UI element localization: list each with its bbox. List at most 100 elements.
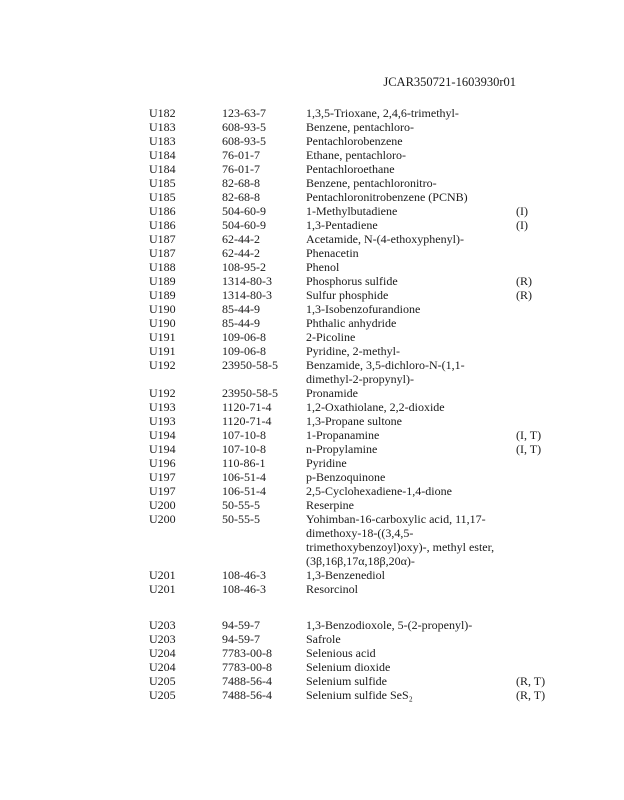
substance-name: Pentachloronitrobenzene (PCNB)	[306, 190, 506, 204]
cas-number: 106-51-4	[222, 470, 266, 484]
cas-number: 7783-00-8	[222, 660, 272, 674]
substance-name: 1,3-Benzodioxole, 5-(2-propenyl)-	[306, 618, 506, 632]
cas-number: 23950-58-5	[222, 358, 278, 372]
substance-name-line: p-Benzoquinone	[306, 470, 386, 484]
cas-number: 62-44-2	[222, 232, 260, 246]
substance-name: n-Propylamine	[306, 442, 506, 456]
waste-code: U187	[149, 246, 176, 260]
hazard-code: (R)	[516, 274, 532, 288]
substance-name: Ethane, pentachloro-	[306, 148, 506, 162]
substance-name: Benzene, pentachloro-	[306, 120, 506, 134]
cas-number: 1120-71-4	[222, 400, 272, 414]
cas-number: 82-68-8	[222, 176, 260, 190]
substance-name: Safrole	[306, 632, 506, 646]
cas-number: 108-46-3	[222, 582, 266, 596]
substance-name: 1,3-Propane sultone	[306, 414, 506, 428]
cas-number: 1314-80-3	[222, 288, 272, 302]
substance-name: Selenious acid	[306, 646, 506, 660]
substance-name-line: 1,3-Isobenzofurandione	[306, 302, 421, 316]
table-row: U194 107-10-8 (I, T) n-Propylamine	[0, 442, 624, 456]
substance-name-line: Pentachloronitrobenzene (PCNB)	[306, 190, 468, 204]
substance-name-line: Phenacetin	[306, 246, 359, 260]
cas-number: 504-60-9	[222, 204, 266, 218]
waste-code: U185	[149, 190, 176, 204]
table-row: U184 76-01-7 Ethane, pentachloro-	[0, 148, 624, 162]
substance-name: Pentachloroethane	[306, 162, 506, 176]
substance-name: Reserpine	[306, 498, 506, 512]
cas-number: 504-60-9	[222, 218, 266, 232]
substance-name-line: Benzamide, 3,5-dichloro-N-(1,1-	[306, 358, 465, 372]
substance-name: 1,3-Isobenzofurandione	[306, 302, 506, 316]
substance-name: 2-Picoline	[306, 330, 506, 344]
substance-name-line: (3β,16β,17α,18β,20α)-	[306, 554, 415, 568]
table-row: U193 1120-71-4 1,2-Oxathiolane, 2,2-dioxid…	[0, 400, 624, 414]
table-row: U196 110-86-1 Pyridine	[0, 456, 624, 470]
cas-number: 85-44-9	[222, 302, 260, 316]
hazard-code: (I)	[516, 204, 528, 218]
table-row: U187 62-44-2 Acetamide, N-(4-ethoxyphenyl)…	[0, 232, 624, 246]
substance-name-line: Pronamide	[306, 386, 358, 400]
waste-code: U194	[149, 428, 176, 442]
waste-code: U197	[149, 470, 176, 484]
substance-name-line: 2,5-Cyclohexadiene-1,4-dione	[306, 484, 452, 498]
hazard-code: (I, T)	[516, 442, 542, 456]
table-row: U185 82-68-8 Benzene, pentachloronitro-	[0, 176, 624, 190]
table-row: U186 504-60-9 (I) 1-Methylbutadiene	[0, 204, 624, 218]
substance-name: 1,3,5-Trioxane, 2,4,6-trimethyl-	[306, 106, 506, 120]
waste-code: U192	[149, 358, 176, 372]
cas-number: 62-44-2	[222, 246, 260, 260]
cas-number: 94-59-7	[222, 632, 260, 646]
waste-code: U201	[149, 582, 176, 596]
substance-name: 1-Methylbutadiene	[306, 204, 506, 218]
cas-number: 106-51-4	[222, 484, 266, 498]
waste-code: U186	[149, 204, 176, 218]
table-row: U187 62-44-2 Phenacetin	[0, 246, 624, 260]
cas-number: 82-68-8	[222, 190, 260, 204]
hazard-code: (I, T)	[516, 428, 542, 442]
substance-name-line: Reserpine	[306, 498, 354, 512]
cas-number: 50-55-5	[222, 512, 260, 526]
table-row: U201 108-46-3 1,3-Benzenediol	[0, 568, 624, 582]
waste-code: U204	[149, 660, 176, 674]
cas-number: 76-01-7	[222, 162, 260, 176]
table-row: U189 1314-80-3 (R) Sulfur phosphide	[0, 288, 624, 302]
substance-name-line: 1,3-Pentadiene	[306, 218, 378, 232]
cas-number: 608-93-5	[222, 120, 266, 134]
substance-name: Resorcinol	[306, 582, 506, 596]
waste-code: U200	[149, 512, 176, 526]
table-row: U200 50-55-5 Yohimban-16-carboxylic acid, …	[0, 512, 624, 568]
table-row: U192 23950-58-5 Pronamide	[0, 386, 624, 400]
waste-code: U187	[149, 232, 176, 246]
waste-code: U204	[149, 646, 176, 660]
substance-name-line: Pentachloroethane	[306, 162, 395, 176]
hazard-code: (R, T)	[516, 688, 546, 702]
substance-name: Phenacetin	[306, 246, 506, 260]
substance-name-line: 1,3-Benzodioxole, 5-(2-propenyl)-	[306, 618, 473, 632]
waste-code: U184	[149, 162, 176, 176]
table-row: U185 82-68-8 Pentachloronitrobenzene (PCNB…	[0, 190, 624, 204]
table-row: U194 107-10-8 (I, T) 1-Propanamine	[0, 428, 624, 442]
waste-code: U197	[149, 484, 176, 498]
table-row: U197 106-51-4 p-Benzoquinone	[0, 470, 624, 484]
waste-code: U190	[149, 316, 176, 330]
substance-name: Pronamide	[306, 386, 506, 400]
substance-name: Pyridine, 2-methyl-	[306, 344, 506, 358]
waste-code: U203	[149, 632, 176, 646]
table-row: U190 85-44-9 1,3-Isobenzofurandione	[0, 302, 624, 316]
substance-name: Benzene, pentachloronitro-	[306, 176, 506, 190]
substance-name-line: Benzene, pentachloro-	[306, 120, 414, 134]
document-id-header: JCAR350721-1603930r01	[383, 75, 516, 89]
waste-code: U185	[149, 176, 176, 190]
waste-code: U191	[149, 330, 176, 344]
substance-name: 1,2-Oxathiolane, 2,2-dioxide	[306, 400, 506, 414]
substance-name: Acetamide, N-(4-ethoxyphenyl)-	[306, 232, 506, 246]
substance-name-line: Phenol	[306, 260, 340, 274]
substance-name-line: Pyridine, 2-methyl-	[306, 344, 400, 358]
substance-name-line: Sulfur phosphide	[306, 288, 389, 302]
waste-code: U193	[149, 400, 176, 414]
substance-name: Phthalic anhydride	[306, 316, 506, 330]
waste-code: U189	[149, 288, 176, 302]
table-row: U186 504-60-9 (I) 1,3-Pentadiene	[0, 218, 624, 232]
waste-code: U186	[149, 218, 176, 232]
substance-name: Selenium sulfide SeS₂	[306, 688, 506, 702]
